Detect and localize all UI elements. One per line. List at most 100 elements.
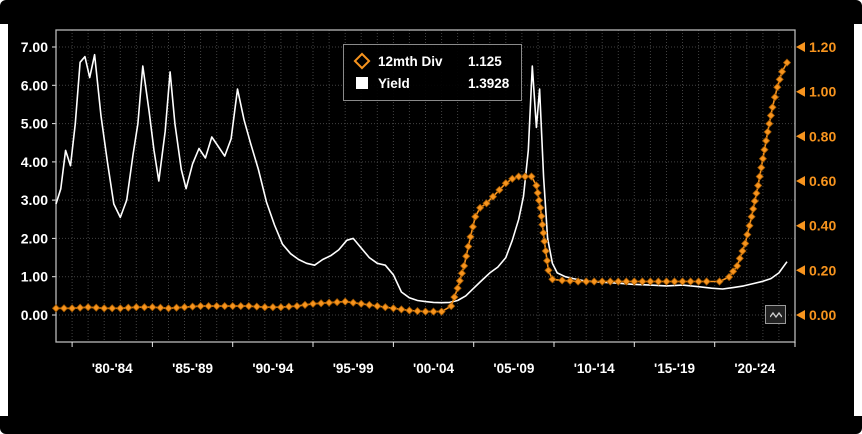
right-axis-tick-label: 0.00 <box>809 307 836 323</box>
diamond-marker <box>300 300 310 309</box>
diamond-marker <box>116 304 125 313</box>
diamond-marker <box>68 304 77 313</box>
diamond-marker <box>357 299 366 308</box>
square-marker-icon <box>354 77 370 89</box>
diamond-marker <box>773 83 782 92</box>
diamond-marker <box>747 212 756 221</box>
diamond-marker <box>541 246 550 256</box>
legend-value-yield: 1.3928 <box>468 75 510 91</box>
diamond-marker <box>292 302 302 311</box>
diamond-marker <box>778 67 787 76</box>
diamond-marker <box>84 303 93 312</box>
x-axis-tick-label: '05-'09 <box>493 361 534 376</box>
diamond-marker <box>132 303 141 312</box>
diamond-marker <box>349 298 358 307</box>
diamond-marker <box>450 293 459 302</box>
legend-item-12mth-div[interactable]: 12mth Div 1.125 <box>353 50 509 72</box>
diamond-marker <box>662 277 671 286</box>
diamond-marker <box>381 303 390 312</box>
right-axis-arrow-icon <box>796 86 805 97</box>
diamond-marker <box>770 93 779 102</box>
diamond-marker <box>268 303 277 312</box>
top-bar <box>0 0 862 24</box>
diamond-marker <box>276 303 285 312</box>
diamond-marker <box>341 297 350 306</box>
x-axis-tick-label: '15-'19 <box>654 361 695 376</box>
diamond-marker <box>260 303 269 312</box>
diamond-marker <box>729 267 738 276</box>
diamond-marker <box>760 145 769 154</box>
diamond-marker <box>172 303 181 312</box>
diamond-marker <box>124 303 133 312</box>
diamond-marker <box>752 189 761 198</box>
diamond-marker <box>630 277 639 286</box>
diamond-marker <box>471 212 480 221</box>
diamond-marker <box>765 119 774 128</box>
diamond-marker <box>466 232 475 241</box>
diamond-marker <box>437 307 446 316</box>
x-axis-tick-label: '80-'84 <box>92 361 133 376</box>
diamond-marker <box>212 302 221 311</box>
diamond-marker <box>413 307 422 316</box>
diamond-marker <box>464 242 473 251</box>
diamond-marker <box>606 277 615 286</box>
diamond-marker <box>539 228 548 237</box>
diamond-marker <box>180 303 189 312</box>
diamond-marker <box>453 284 462 293</box>
legend-label-12mth-div: 12mth Div <box>378 53 443 69</box>
diamond-marker <box>365 300 374 309</box>
x-axis-tick-label: '95-'99 <box>333 361 374 376</box>
diamond-marker <box>725 272 734 282</box>
right-axis-arrow-icon <box>796 131 805 142</box>
diamond-marker <box>476 203 485 212</box>
diamond-marker <box>702 277 711 286</box>
diamond-marker <box>317 299 326 308</box>
diamond-marker <box>252 302 261 311</box>
left-axis-tick-label: 0.00 <box>21 307 48 323</box>
left-axis-tick-label: 4.00 <box>21 154 48 170</box>
diamond-marker <box>397 305 406 314</box>
legend-value-12mth-div: 1.125 <box>468 53 502 69</box>
diamond-marker <box>373 302 382 311</box>
diamond-marker <box>782 58 792 67</box>
diamond-marker <box>763 127 772 136</box>
diamond-marker <box>735 254 744 263</box>
chart-plot-area[interactable]: 0.00 1.00 2.00 3.00 4.00 5.00 6.00 7.00 0.00 0.20… <box>8 24 854 416</box>
diamond-marker <box>196 302 205 311</box>
x-axis-tick-label: '90-'94 <box>252 361 293 376</box>
right-axis-arrow-icon <box>796 176 805 186</box>
right-axis-tick-label: 1.20 <box>809 39 836 55</box>
wave-button[interactable] <box>765 305 786 324</box>
diamond-marker <box>755 172 764 181</box>
diamond-marker <box>622 277 631 286</box>
left-axis-tick-label: 5.00 <box>21 116 48 132</box>
x-axis-tick-label: '85-'89 <box>172 361 213 376</box>
right-axis-tick-label: 0.80 <box>809 128 836 144</box>
diamond-marker <box>204 302 213 311</box>
diamond-marker <box>574 277 583 286</box>
diamond-marker <box>757 163 766 172</box>
diamond-marker <box>462 252 471 261</box>
x-axis-tick-label: '20-'24 <box>734 361 775 376</box>
diamond-marker <box>92 303 101 312</box>
diamond-marker <box>733 261 742 270</box>
diamond-marker <box>140 303 149 312</box>
diamond-marker <box>590 277 599 286</box>
diamond-marker <box>582 277 591 286</box>
right-axis-arrow-icon <box>796 42 805 52</box>
diamond-marker <box>536 203 545 212</box>
diamond-marker <box>654 277 663 286</box>
diamond-marker <box>333 298 342 307</box>
diamond-marker <box>614 277 623 286</box>
diamond-marker <box>738 246 747 256</box>
diamond-marker <box>389 304 398 313</box>
diamond-marker <box>76 303 85 312</box>
diamond-marker <box>156 303 165 312</box>
diamond-marker <box>501 179 510 188</box>
diamond-marker <box>532 181 541 190</box>
right-axis-arrow-icon <box>796 310 805 320</box>
diamond-marker <box>762 136 771 145</box>
legend-item-yield[interactable]: Yield 1.3928 <box>354 72 509 94</box>
left-axis-tick-label: 3.00 <box>21 192 48 208</box>
